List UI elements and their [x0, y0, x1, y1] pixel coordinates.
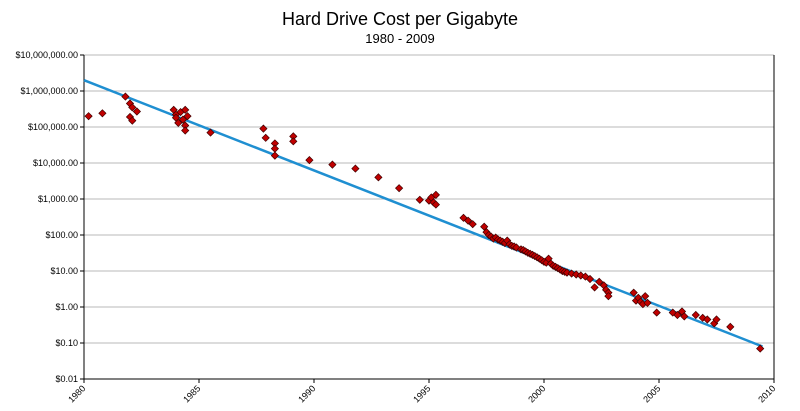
y-tick-label: $1,000,000.00 — [20, 86, 78, 96]
data-point — [305, 156, 314, 165]
data-point — [84, 112, 93, 121]
data-point — [98, 109, 107, 118]
data-point — [121, 92, 130, 101]
x-tick-label: 2005 — [641, 383, 662, 404]
x-tick-label: 2010 — [756, 383, 777, 404]
data-point — [576, 271, 585, 280]
data-point — [691, 310, 700, 320]
y-tick-label: $100,000.00 — [28, 122, 78, 132]
data-point — [629, 288, 638, 297]
data-point — [756, 344, 765, 353]
chart-subtitle: 1980 - 2009 — [365, 31, 434, 46]
data-point — [468, 220, 477, 229]
y-tick-label: $1,000.00 — [38, 194, 78, 204]
chart-title: Hard Drive Cost per Gigabyte — [282, 9, 518, 29]
data-point — [328, 160, 337, 169]
data-point — [464, 216, 473, 225]
x-tick-label: 1980 — [66, 383, 87, 404]
data-point — [604, 292, 613, 301]
data-point — [415, 195, 424, 204]
x-tick-label: 1995 — [411, 383, 432, 404]
data-point — [431, 200, 440, 209]
data-point — [289, 137, 298, 146]
data-point — [585, 274, 595, 284]
data-point — [698, 313, 707, 322]
data-point — [178, 115, 187, 124]
data-point — [680, 312, 689, 321]
data-point — [590, 283, 599, 292]
data-point — [567, 269, 576, 278]
axes — [83, 55, 775, 380]
data-point — [132, 107, 141, 116]
data-point — [374, 173, 383, 182]
data-point — [595, 277, 604, 286]
data-point — [712, 315, 721, 324]
data-point — [128, 116, 137, 125]
y-tick-label: $10,000.00 — [33, 158, 78, 168]
data-point — [726, 322, 735, 331]
data-point — [206, 128, 215, 137]
data-point — [395, 184, 404, 193]
data-point — [351, 164, 360, 173]
data-point — [174, 118, 183, 127]
y-axis-ticks: $0.01 $0.10 $1.00 $10.00 $100.00 $1,000.00 $10… — [15, 50, 84, 384]
data-point — [259, 124, 268, 133]
data-points — [84, 92, 765, 353]
data-point — [270, 151, 279, 160]
data-point — [181, 105, 190, 114]
y-tick-label: $10,000,000.00 — [15, 50, 78, 60]
data-point — [431, 190, 440, 199]
data-point — [703, 315, 712, 324]
data-point — [183, 112, 192, 121]
y-tick-label: $100.00 — [45, 230, 78, 240]
y-tick-label: $0.10 — [55, 338, 78, 348]
data-point — [261, 133, 270, 142]
data-point — [641, 292, 650, 301]
y-tick-label: $0.01 — [55, 374, 78, 384]
x-tick-label: 1985 — [181, 383, 202, 404]
y-tick-label: $10.00 — [50, 266, 78, 276]
data-point — [668, 308, 677, 317]
data-point — [128, 103, 137, 112]
x-tick-label: 2000 — [526, 383, 547, 404]
data-point — [270, 144, 279, 153]
y-tick-label: $1.00 — [55, 302, 78, 312]
data-point — [181, 126, 190, 135]
grid-lines — [84, 54, 774, 380]
data-point — [652, 308, 661, 317]
data-point — [480, 222, 489, 231]
data-point — [643, 298, 652, 307]
data-point — [673, 310, 682, 320]
x-tick-label: 1990 — [296, 383, 317, 404]
x-axis-ticks: 1980 1985 1990 1995 2000 2005 2010 — [66, 379, 777, 405]
